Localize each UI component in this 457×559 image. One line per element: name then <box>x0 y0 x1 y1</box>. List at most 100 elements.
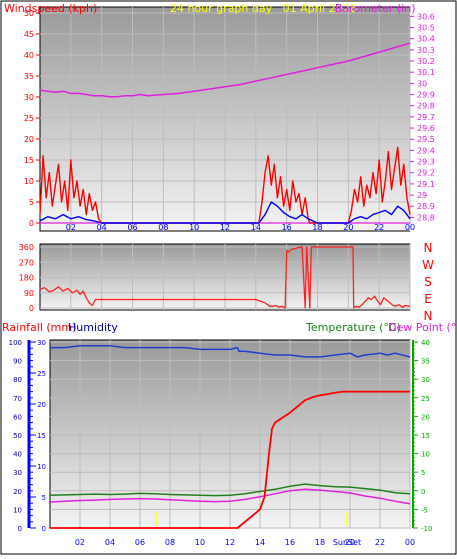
hour-tick-label: 08 <box>158 223 168 232</box>
barometer-tick-label: 30.2 <box>417 57 435 66</box>
rain-tick-label: 0 <box>42 525 46 533</box>
rain-tick-label: 10 <box>37 463 46 471</box>
compass-letter: S <box>424 275 432 289</box>
rain-tick-label: 25 <box>37 370 46 378</box>
temperature-tick-label: 35 <box>421 358 430 366</box>
humidity-line <box>50 344 411 358</box>
humidity-tick-label: 40 <box>13 451 22 459</box>
humidity-tick-label: 90 <box>13 358 22 366</box>
hour-tick-label: 04 <box>97 223 107 232</box>
humidity-tick-label: 80 <box>13 376 22 384</box>
windspeed-tick-label: 50 <box>24 9 34 18</box>
direction-tick-label: 90 <box>24 289 34 298</box>
wind-average-line <box>39 201 411 224</box>
temperature-tick-label: -10 <box>421 525 432 533</box>
compass-letter: E <box>424 292 432 306</box>
temperature-tick-label: 30 <box>421 376 430 384</box>
hour-tick-label: 14 <box>251 223 261 232</box>
humidity-axis-label: Humidity <box>68 321 118 334</box>
temperature-tick-label: -5 <box>421 506 428 514</box>
windspeed-axis-label: Windspeed (kph) <box>4 2 97 15</box>
barometer-tick-label: 29.4 <box>417 146 435 155</box>
rain-tick-label: 30 <box>37 339 46 347</box>
hour-tick-label: 00 <box>405 538 415 547</box>
hour-tick-label: 04 <box>105 538 115 547</box>
humidity-tick-label: 70 <box>13 395 22 403</box>
humidity-tick-label: 60 <box>13 413 22 421</box>
hour-tick-label: 02 <box>66 223 76 232</box>
rain-tick-label: 5 <box>42 494 46 502</box>
barometer-tick-label: 29.6 <box>417 124 435 133</box>
barometer-tick-label: 30 <box>417 79 427 88</box>
barometer-tick-label: 30.3 <box>417 46 435 55</box>
wind-baro-grid <box>40 7 411 231</box>
hour-tick-label: 16 <box>282 223 292 232</box>
humidity-tick-label: 0 <box>18 525 22 533</box>
barometer-tick-label: 29.7 <box>417 113 435 122</box>
hour-tick-label: 10 <box>195 538 205 547</box>
temperature-tick-label: 15 <box>421 432 430 440</box>
windspeed-tick-label: 15 <box>24 156 34 165</box>
temperature-tick-label: 0 <box>421 488 425 496</box>
rain-tick-label: 15 <box>37 432 46 440</box>
sunset-label: SunSet <box>333 538 361 547</box>
dewpoint-line <box>49 488 411 505</box>
windspeed-tick-label: 45 <box>24 30 34 39</box>
hour-tick-label: 20 <box>343 223 353 232</box>
windspeed-tick-label: 10 <box>24 177 34 186</box>
barometer-tick-label: 29.9 <box>417 91 435 100</box>
compass-letter: W <box>422 258 434 272</box>
temp-rain-grid <box>50 340 411 529</box>
hour-tick-label: 06 <box>127 223 137 232</box>
temperature-tick-label: 5 <box>421 469 425 477</box>
temperature-tick-label: 25 <box>421 395 430 403</box>
barometer-tick-label: 28.8 <box>417 213 435 222</box>
wind-gust-line <box>39 146 411 224</box>
temp-rain-axes: 0102030405060708090100051015202530-10-50… <box>9 339 433 547</box>
direction-tick-label: 360 <box>19 243 34 252</box>
hour-tick-label: 18 <box>312 223 322 232</box>
hour-tick-label: 02 <box>75 538 85 547</box>
hour-tick-label: 12 <box>220 223 230 232</box>
windspeed-tick-label: 35 <box>24 72 34 81</box>
humidity-tick-label: 20 <box>13 488 22 496</box>
wind-direction-line <box>39 246 411 309</box>
barometer-tick-label: 29.5 <box>417 135 435 144</box>
direction-tick-label: 0 <box>29 304 34 313</box>
hour-tick-label: 06 <box>135 538 145 547</box>
windspeed-tick-label: 30 <box>24 93 34 102</box>
humidity-tick-label: 30 <box>13 469 22 477</box>
temperature-axis-label: Temperature (°C) <box>305 321 401 334</box>
barometer-tick-label: 29.2 <box>417 169 435 178</box>
barometer-tick-label: 29.3 <box>417 158 435 167</box>
barometer-tick-label: 29.1 <box>417 180 435 189</box>
hour-tick-label: 18 <box>315 538 325 547</box>
temp-rain-series <box>49 344 411 529</box>
windspeed-tick-label: 40 <box>24 51 34 60</box>
hour-tick-label: 08 <box>165 538 175 547</box>
humidity-tick-label: 100 <box>9 339 22 347</box>
barometer-tick-label: 30.1 <box>417 68 435 77</box>
temperature-tick-label: 10 <box>421 451 430 459</box>
hour-tick-label: 22 <box>375 538 385 547</box>
hour-tick-label: 16 <box>285 538 295 547</box>
compass-letter: N <box>424 309 433 323</box>
direction-tick-label: 270 <box>19 258 34 267</box>
chart-title: 24 hour graph day 01 April 2026 <box>170 2 357 15</box>
direction-tick-label: 180 <box>19 274 34 283</box>
hour-tick-label: 20 <box>345 538 355 547</box>
barometer-line <box>39 42 411 98</box>
hour-tick-label: 22 <box>374 223 384 232</box>
windspeed-tick-label: 20 <box>24 135 34 144</box>
barometer-tick-label: 29.8 <box>417 102 435 111</box>
hour-tick-label: 00 <box>405 223 415 232</box>
barometer-tick-label: 28.9 <box>417 202 435 211</box>
barometer-tick-label: 29 <box>417 191 427 200</box>
hour-tick-label: 12 <box>225 538 235 547</box>
windspeed-tick-label: 25 <box>24 114 34 123</box>
hour-tick-label: 14 <box>255 538 265 547</box>
windspeed-tick-label: 5 <box>29 198 34 207</box>
